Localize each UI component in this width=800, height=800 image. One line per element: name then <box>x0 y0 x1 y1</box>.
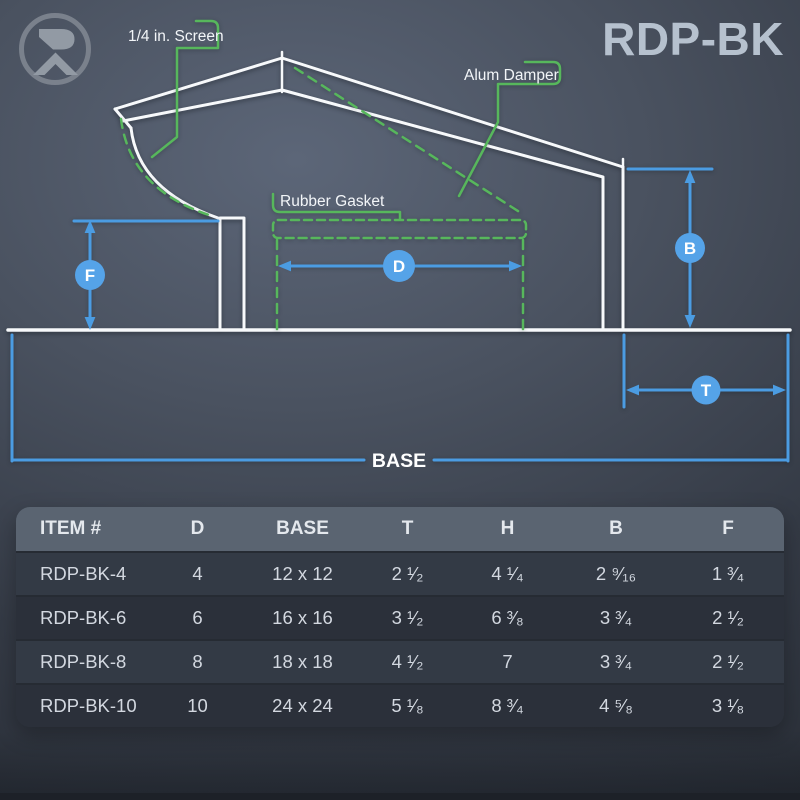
bottom-vignette <box>0 730 800 800</box>
t-badge <box>691 375 721 405</box>
b-cell: 3 ³⁄₄ <box>599 607 633 628</box>
damper-callout-label: Alum Damper <box>464 67 559 84</box>
t-cell: 3 ¹⁄₂ <box>391 607 424 628</box>
gasket-dashed-outline <box>271 218 528 240</box>
b-badge-label: B <box>684 239 696 258</box>
table-body: RDP-BK-4 4 12 x 12 2 ¹⁄₂ 4 ¹⁄₄ 2 ⁹⁄₁₆ 1 … <box>16 551 784 727</box>
table-row: RDP-BK-6 6 16 x 16 3 ¹⁄₂ 6 ³⁄₈ 3 ³⁄₄ 2 ¹… <box>16 595 784 639</box>
t-cell: 4 ¹⁄₂ <box>391 651 424 672</box>
gasket-callout-label: Rubber Gasket <box>280 193 385 210</box>
item-number-cell: RDP-BK-6 <box>40 607 127 628</box>
d-cell: 6 <box>192 607 203 628</box>
d-cell: 8 <box>192 651 203 672</box>
logo-r-icon <box>33 29 78 75</box>
t-badge-label: T <box>701 381 712 400</box>
h-cell: 4 ¹⁄₄ <box>491 563 524 584</box>
table-row: RDP-BK-10 10 24 x 24 5 ¹⁄₈ 8 ³⁄₄ 4 ⁵⁄₈ 3… <box>16 683 784 727</box>
f-cell: 2 ¹⁄₂ <box>712 607 744 628</box>
column-header-f: F <box>722 518 734 539</box>
f-badge-label: F <box>85 266 95 285</box>
h-cell: 6 ³⁄₈ <box>491 607 524 628</box>
table-row: RDP-BK-4 4 12 x 12 2 ¹⁄₂ 4 ¹⁄₄ 2 ⁹⁄₁₆ 1 … <box>16 551 784 595</box>
roof-inner-line <box>121 88 605 179</box>
f-cell: 1 ³⁄₄ <box>711 563 745 584</box>
t-cell: 5 ¹⁄₈ <box>391 695 424 716</box>
base-cell: 16 x 16 <box>272 607 333 628</box>
item-number-cell: RDP-BK-10 <box>40 695 137 716</box>
base-cell: 18 x 18 <box>272 651 333 672</box>
screen-callout-line <box>150 19 220 159</box>
technical-drawing: F D B T 1/4 in. Screen Alum Damper Rubbe… <box>10 19 790 472</box>
column-header-b: B <box>609 518 623 539</box>
left-curb-wall <box>218 216 246 332</box>
base-cell: 12 x 12 <box>272 563 333 584</box>
t-cell: 2 ¹⁄₂ <box>391 563 424 584</box>
f-badge <box>75 260 105 290</box>
column-header-t: T <box>401 518 414 539</box>
column-header-item: ITEM # <box>40 518 102 539</box>
screen-dashed-curve <box>119 117 214 218</box>
duct-dashed-lines <box>275 238 525 332</box>
b-cell: 2 ⁹⁄₁₆ <box>595 563 637 584</box>
d-badge <box>383 250 415 282</box>
gasket-callout-line <box>271 192 402 221</box>
spec-table: ITEM # D BASE T H B F RDP-BK-4 4 12 x 12… <box>16 507 784 727</box>
logo-ring-icon <box>19 13 91 85</box>
base-dimension-label: BASE <box>372 450 426 472</box>
table-row: RDP-BK-8 8 18 x 18 4 ¹⁄₂ 7 3 ³⁄₄ 2 ¹⁄₂ <box>16 639 784 683</box>
item-number-cell: RDP-BK-4 <box>40 563 127 584</box>
h-cell: 7 <box>502 651 513 672</box>
b-cell: 4 ⁵⁄₈ <box>599 695 633 716</box>
item-number-cell: RDP-BK-8 <box>40 651 127 672</box>
base-cell: 24 x 24 <box>272 695 333 716</box>
column-header-h: H <box>500 518 515 539</box>
b-cell: 3 ³⁄₄ <box>599 651 633 672</box>
d-cell: 10 <box>187 695 208 716</box>
f-cell: 2 ¹⁄₂ <box>712 651 744 672</box>
screen-callout-label: 1/4 in. Screen <box>128 28 224 45</box>
table-header-row: ITEM # D BASE T H B F <box>16 507 784 551</box>
bottom-edge <box>0 793 800 800</box>
d-badge-label: D <box>393 257 405 276</box>
f-cell: 3 ¹⁄₈ <box>711 695 745 716</box>
column-header-d: D <box>190 518 205 539</box>
page-title: RDP-BK <box>602 13 784 65</box>
h-cell: 8 ³⁄₄ <box>491 695 524 716</box>
damper-callout-line <box>457 60 562 198</box>
brand-logo <box>19 13 91 85</box>
screen-curve <box>129 126 220 220</box>
right-skirt-wall <box>601 165 625 331</box>
dimension-badges: F D B T <box>75 233 721 405</box>
b-badge <box>675 233 705 263</box>
damper-dashed-line <box>293 66 523 215</box>
column-header-base: BASE <box>276 518 329 539</box>
fascia-edge <box>113 107 133 130</box>
d-cell: 4 <box>192 563 203 584</box>
dimension-arrowheads <box>84 170 786 396</box>
